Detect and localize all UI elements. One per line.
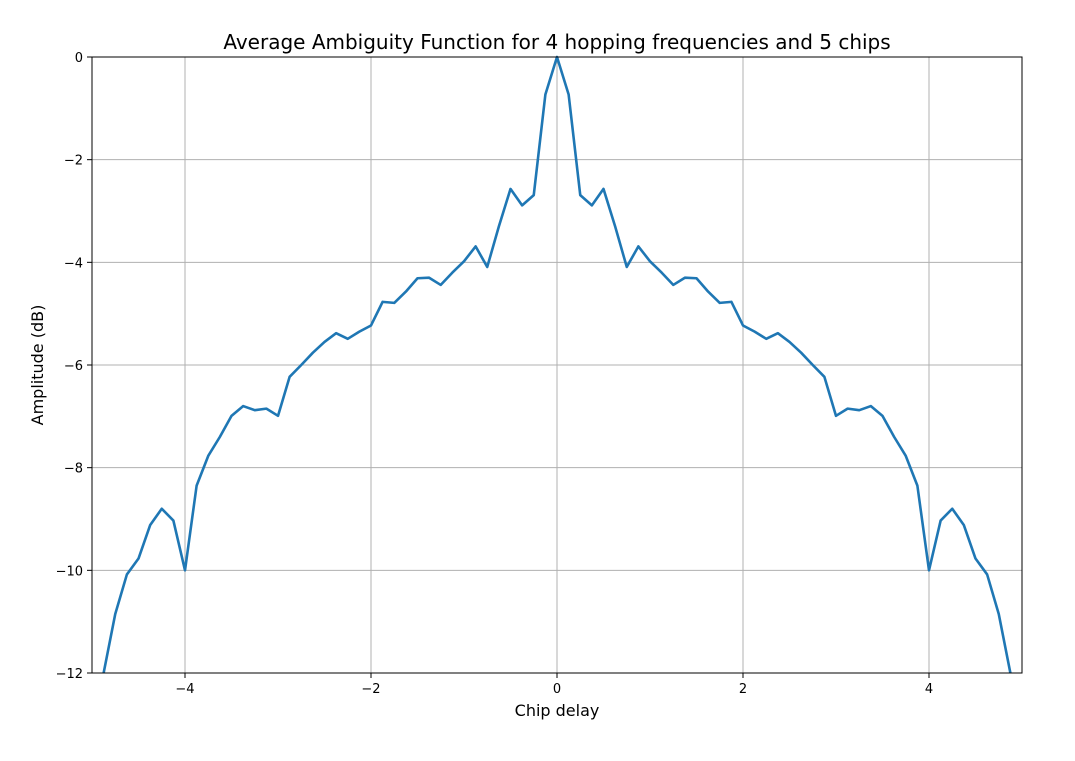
y-tick-label: −4 [64, 256, 83, 271]
y-tick-label: −12 [56, 667, 83, 682]
ticks: −4 −2 0 2 4 0 −2 −4 −6 −8 −10 −12 [56, 51, 934, 697]
y-tick-label: −6 [64, 359, 83, 374]
x-tick-label: −2 [361, 682, 380, 697]
x-tick-label: 0 [553, 682, 561, 697]
y-tick-label: −8 [64, 462, 83, 477]
y-tick-label: −10 [56, 564, 83, 579]
x-tick-label: 4 [925, 682, 933, 697]
x-axis-label: Chip delay [515, 701, 600, 720]
x-tick-label: −4 [175, 682, 194, 697]
x-tick-label: 2 [739, 682, 747, 697]
y-tick-label: 0 [75, 51, 83, 66]
y-axis-label: Amplitude (dB) [28, 305, 47, 426]
y-tick-label: −2 [64, 154, 83, 169]
chart-title: Average Ambiguity Function for 4 hopping… [223, 30, 890, 54]
grid [92, 56, 1022, 674]
